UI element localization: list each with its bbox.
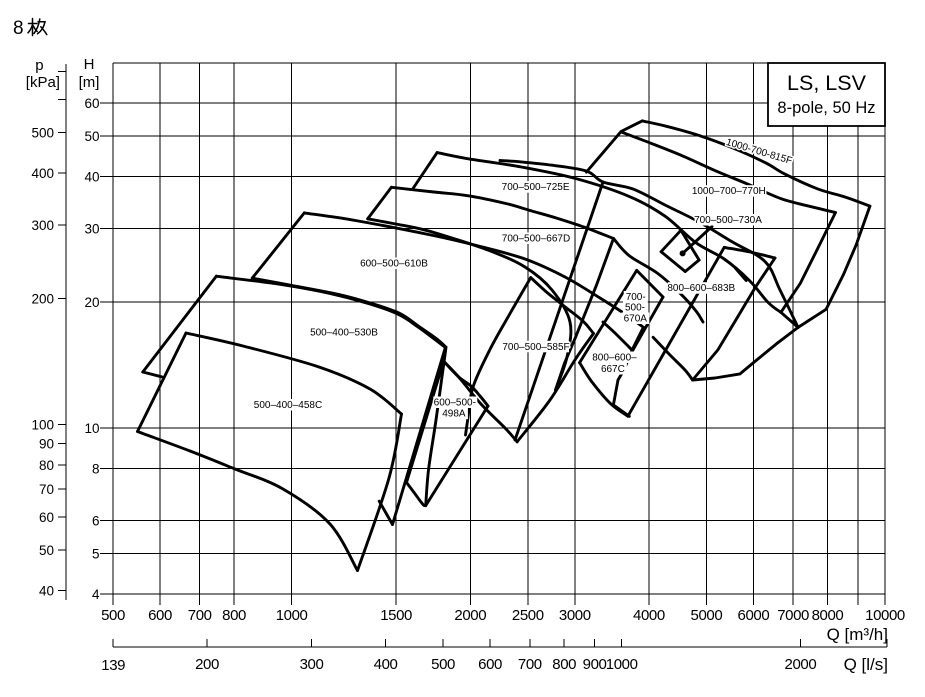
svg-text:800: 800	[222, 607, 246, 624]
svg-text:8: 8	[92, 461, 100, 476]
svg-text:40: 40	[84, 170, 99, 185]
svg-text:50: 50	[84, 129, 99, 144]
svg-text:700-: 700-	[626, 292, 646, 303]
svg-text:LS, LSV: LS, LSV	[787, 71, 867, 95]
svg-text:400: 400	[31, 166, 54, 181]
svg-text:40: 40	[39, 584, 54, 599]
svg-text:1000–700–770H: 1000–700–770H	[692, 186, 766, 197]
svg-text:6000: 6000	[738, 607, 770, 624]
svg-text:600: 600	[148, 607, 172, 624]
svg-text:300: 300	[300, 656, 324, 673]
svg-text:20: 20	[84, 295, 99, 310]
svg-text:400: 400	[374, 656, 398, 673]
svg-text:30: 30	[84, 222, 99, 237]
svg-text:8000: 8000	[812, 607, 844, 624]
svg-text:498A: 498A	[442, 409, 466, 420]
svg-text:90: 90	[39, 436, 54, 451]
svg-text:200: 200	[195, 656, 219, 673]
svg-text:500-: 500-	[625, 303, 645, 314]
svg-text:1500: 1500	[380, 607, 412, 624]
svg-text:500–400–530B: 500–400–530B	[310, 328, 378, 339]
svg-text:4000: 4000	[633, 607, 665, 624]
svg-text:10000: 10000	[865, 607, 905, 624]
svg-text:[kPa]: [kPa]	[26, 74, 60, 91]
svg-text:p: p	[35, 57, 43, 74]
svg-text:800–600–: 800–600–	[592, 353, 637, 364]
svg-text:667C: 667C	[601, 364, 625, 375]
svg-text:800–600–683B: 800–600–683B	[667, 283, 735, 294]
svg-text:Q [l/s]: Q [l/s]	[844, 655, 888, 674]
svg-text:1000: 1000	[606, 656, 638, 673]
svg-text:Q [m³/h]: Q [m³/h]	[827, 625, 888, 644]
svg-text:3000: 3000	[559, 607, 591, 624]
svg-text:600–500-: 600–500-	[434, 398, 476, 409]
svg-text:60: 60	[84, 96, 99, 111]
svg-text:10: 10	[84, 421, 99, 436]
svg-text:5: 5	[92, 547, 100, 562]
svg-text:H: H	[84, 56, 95, 73]
svg-text:700–500–730A: 700–500–730A	[694, 215, 762, 226]
svg-text:500–400–458C: 500–400–458C	[254, 400, 322, 411]
svg-text:300: 300	[31, 218, 54, 233]
svg-text:600: 600	[478, 656, 502, 673]
svg-text:70: 70	[39, 482, 54, 497]
svg-text:2000: 2000	[454, 607, 486, 624]
svg-text:[m]: [m]	[79, 74, 100, 91]
svg-text:8-pole, 50 Hz: 8-pole, 50 Hz	[777, 99, 875, 117]
svg-text:700: 700	[188, 607, 212, 624]
svg-text:6: 6	[92, 514, 100, 529]
svg-text:700–500–585F: 700–500–585F	[502, 342, 569, 353]
svg-text:2500: 2500	[512, 607, 544, 624]
svg-text:100: 100	[31, 417, 54, 432]
svg-text:200: 200	[31, 292, 54, 307]
svg-text:4: 4	[92, 587, 100, 602]
svg-text:1000: 1000	[276, 607, 308, 624]
svg-text:700–500–725E: 700–500–725E	[502, 182, 570, 193]
svg-text:5000: 5000	[691, 607, 723, 624]
svg-text:800: 800	[552, 656, 576, 673]
svg-text:700: 700	[518, 656, 542, 673]
svg-text:50: 50	[39, 543, 54, 558]
svg-text:2000: 2000	[785, 656, 817, 673]
svg-text:700–500–667D: 700–500–667D	[502, 234, 570, 245]
svg-text:500: 500	[31, 126, 54, 141]
svg-text:7000: 7000	[777, 607, 809, 624]
svg-text:8: 8	[13, 18, 24, 39]
svg-text:60: 60	[39, 510, 54, 525]
svg-text:500: 500	[101, 607, 125, 624]
svg-text:139: 139	[101, 657, 125, 674]
svg-text:80: 80	[39, 458, 54, 473]
svg-text:1000-700-815F: 1000-700-815F	[725, 137, 794, 167]
svg-text:600–500–610B: 600–500–610B	[360, 259, 428, 270]
svg-text:900: 900	[583, 656, 607, 673]
svg-text:500: 500	[431, 656, 455, 673]
svg-text:670A: 670A	[624, 314, 648, 325]
